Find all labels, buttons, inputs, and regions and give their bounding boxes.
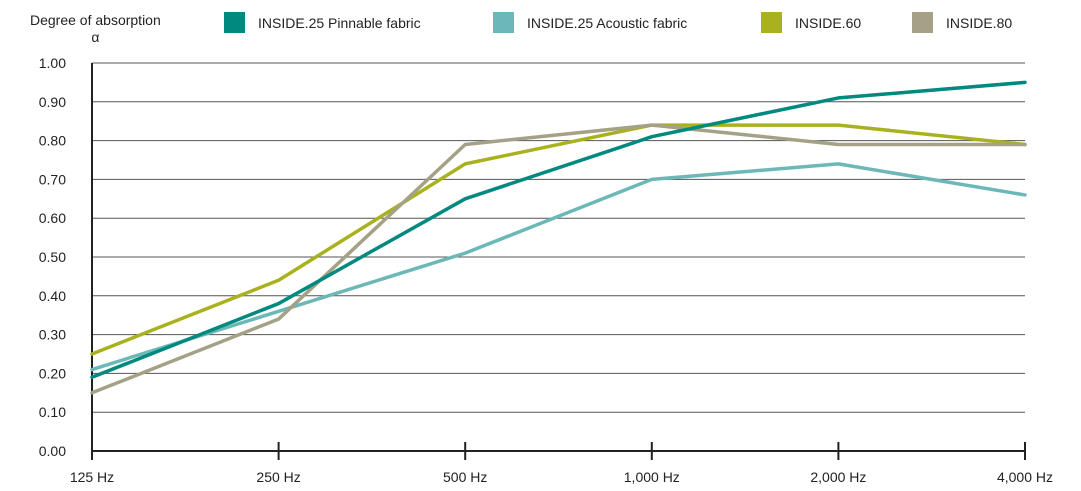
x-tick-label: 2,000 Hz: [810, 469, 866, 485]
legend-item-inside60: INSIDE.60: [761, 12, 861, 33]
x-tick-label: 4,000 Hz: [997, 469, 1053, 485]
legend-item-pinnable: INSIDE.25 Pinnable fabric: [224, 12, 421, 33]
y-tick-label: 0.00: [39, 443, 66, 459]
legend-swatch-inside80: [912, 12, 933, 33]
y-tick-label: 0.90: [39, 94, 66, 110]
legend-item-acoustic: INSIDE.25 Acoustic fabric: [493, 12, 687, 33]
y-tick-label: 0.40: [39, 288, 66, 304]
y-tick-label: 0.60: [39, 210, 66, 226]
y-axis-symbol: α: [91, 29, 100, 45]
y-axis-title: Degree of absorption: [30, 12, 161, 28]
legend-swatch-pinnable: [224, 12, 245, 33]
y-tick-label: 1.00: [39, 55, 66, 71]
x-tick-label: 250 Hz: [256, 469, 300, 485]
legend-swatch-inside60: [761, 12, 782, 33]
y-axis-label: Degree of absorption α: [30, 12, 161, 46]
legend-item-inside80: INSIDE.80: [912, 12, 1012, 33]
legend-label-inside60: INSIDE.60: [795, 14, 862, 31]
legend-label-pinnable: INSIDE.25 Pinnable fabric: [258, 14, 421, 31]
series-line-inside-25-pinnable-fabric: [90, 80, 1027, 380]
y-tick-label: 0.50: [39, 249, 66, 265]
y-tick-label: 0.10: [39, 404, 66, 420]
y-tick-label: 0.70: [39, 171, 66, 187]
y-tick-label: 0.80: [39, 133, 66, 149]
legend-label-acoustic: INSIDE.25 Acoustic fabric: [527, 14, 688, 31]
series-line-inside-25-acoustic-fabric: [90, 162, 1027, 372]
y-tick-label: 0.20: [39, 365, 66, 381]
series-line-inside-80: [90, 123, 1027, 395]
x-tick-label: 500 Hz: [443, 469, 487, 485]
legend-swatch-acoustic: [493, 12, 514, 33]
legend-label-inside80: INSIDE.80: [946, 14, 1013, 31]
x-tick-label: 1,000 Hz: [624, 469, 680, 485]
y-tick-label: 0.30: [39, 327, 66, 343]
x-tick-label: 125 Hz: [70, 469, 114, 485]
series-line-inside-60: [90, 123, 1027, 356]
